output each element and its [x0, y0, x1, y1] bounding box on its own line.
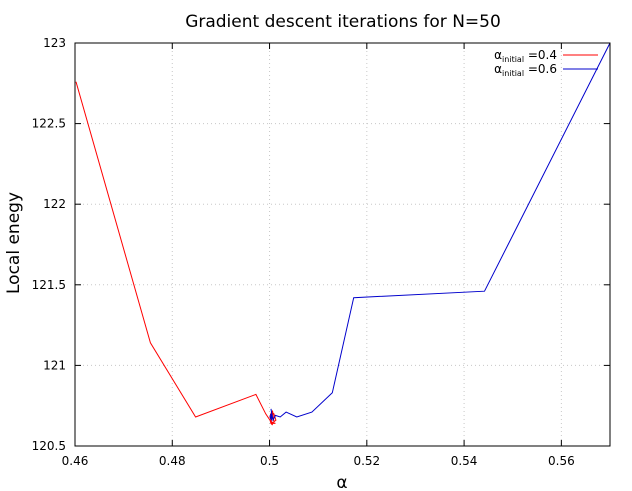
- tick-labels: 0.46 0.48 0.5 0.52 0.54 0.56 120.5 121 121.5 122 1…: [32, 36, 575, 468]
- axis-ticks: [74, 42, 610, 447]
- series-line-1: [75, 81, 277, 426]
- series-layer: [75, 42, 611, 426]
- x-tick-label: 0.52: [353, 454, 380, 468]
- y-axis-title: Local enegy: [4, 192, 24, 294]
- y-tick-label: 122: [43, 197, 66, 211]
- y-tick-label: 123: [43, 36, 66, 50]
- x-axis-title: α: [336, 473, 347, 491]
- plot-frame: [74, 42, 611, 447]
- y-tick-label: 122.5: [32, 117, 66, 131]
- x-tick-label: 0.5: [260, 454, 279, 468]
- x-tick-label: 0.46: [62, 454, 89, 468]
- x-tick-label: 0.54: [451, 454, 478, 468]
- legend-label-1: αinitial =0.4: [494, 48, 557, 64]
- y-tick-label: 121.5: [32, 278, 66, 292]
- chart-title: Gradient descent iterations for N=50: [185, 12, 501, 32]
- x-tick-label: 0.56: [548, 454, 575, 468]
- x-tick-label: 0.48: [159, 454, 186, 468]
- series-line-2: [269, 42, 611, 422]
- y-tick-label: 121: [43, 358, 66, 372]
- y-tick-label: 120.5: [32, 439, 66, 453]
- legend-label-2: αinitial =0.6: [494, 62, 557, 78]
